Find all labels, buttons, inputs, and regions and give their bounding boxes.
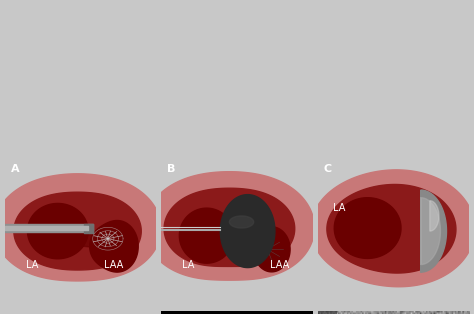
- Polygon shape: [421, 190, 447, 272]
- Polygon shape: [311, 170, 474, 287]
- Polygon shape: [220, 195, 275, 268]
- Text: C: C: [324, 164, 332, 174]
- Polygon shape: [229, 216, 254, 228]
- Polygon shape: [27, 203, 88, 259]
- Polygon shape: [0, 174, 161, 281]
- Polygon shape: [144, 172, 314, 280]
- Polygon shape: [164, 188, 295, 266]
- Polygon shape: [254, 227, 290, 272]
- Polygon shape: [421, 198, 440, 264]
- Polygon shape: [179, 208, 234, 263]
- Text: B: B: [167, 164, 175, 174]
- Polygon shape: [90, 220, 138, 272]
- Text: LA: LA: [333, 203, 345, 213]
- Text: LAA: LAA: [104, 260, 124, 269]
- Polygon shape: [327, 184, 456, 273]
- Text: LAA: LAA: [270, 260, 289, 269]
- Text: A: A: [11, 164, 19, 174]
- Polygon shape: [430, 201, 439, 231]
- Polygon shape: [14, 192, 141, 270]
- Text: LA: LA: [26, 260, 38, 269]
- Polygon shape: [334, 198, 401, 258]
- Text: LA: LA: [182, 260, 195, 269]
